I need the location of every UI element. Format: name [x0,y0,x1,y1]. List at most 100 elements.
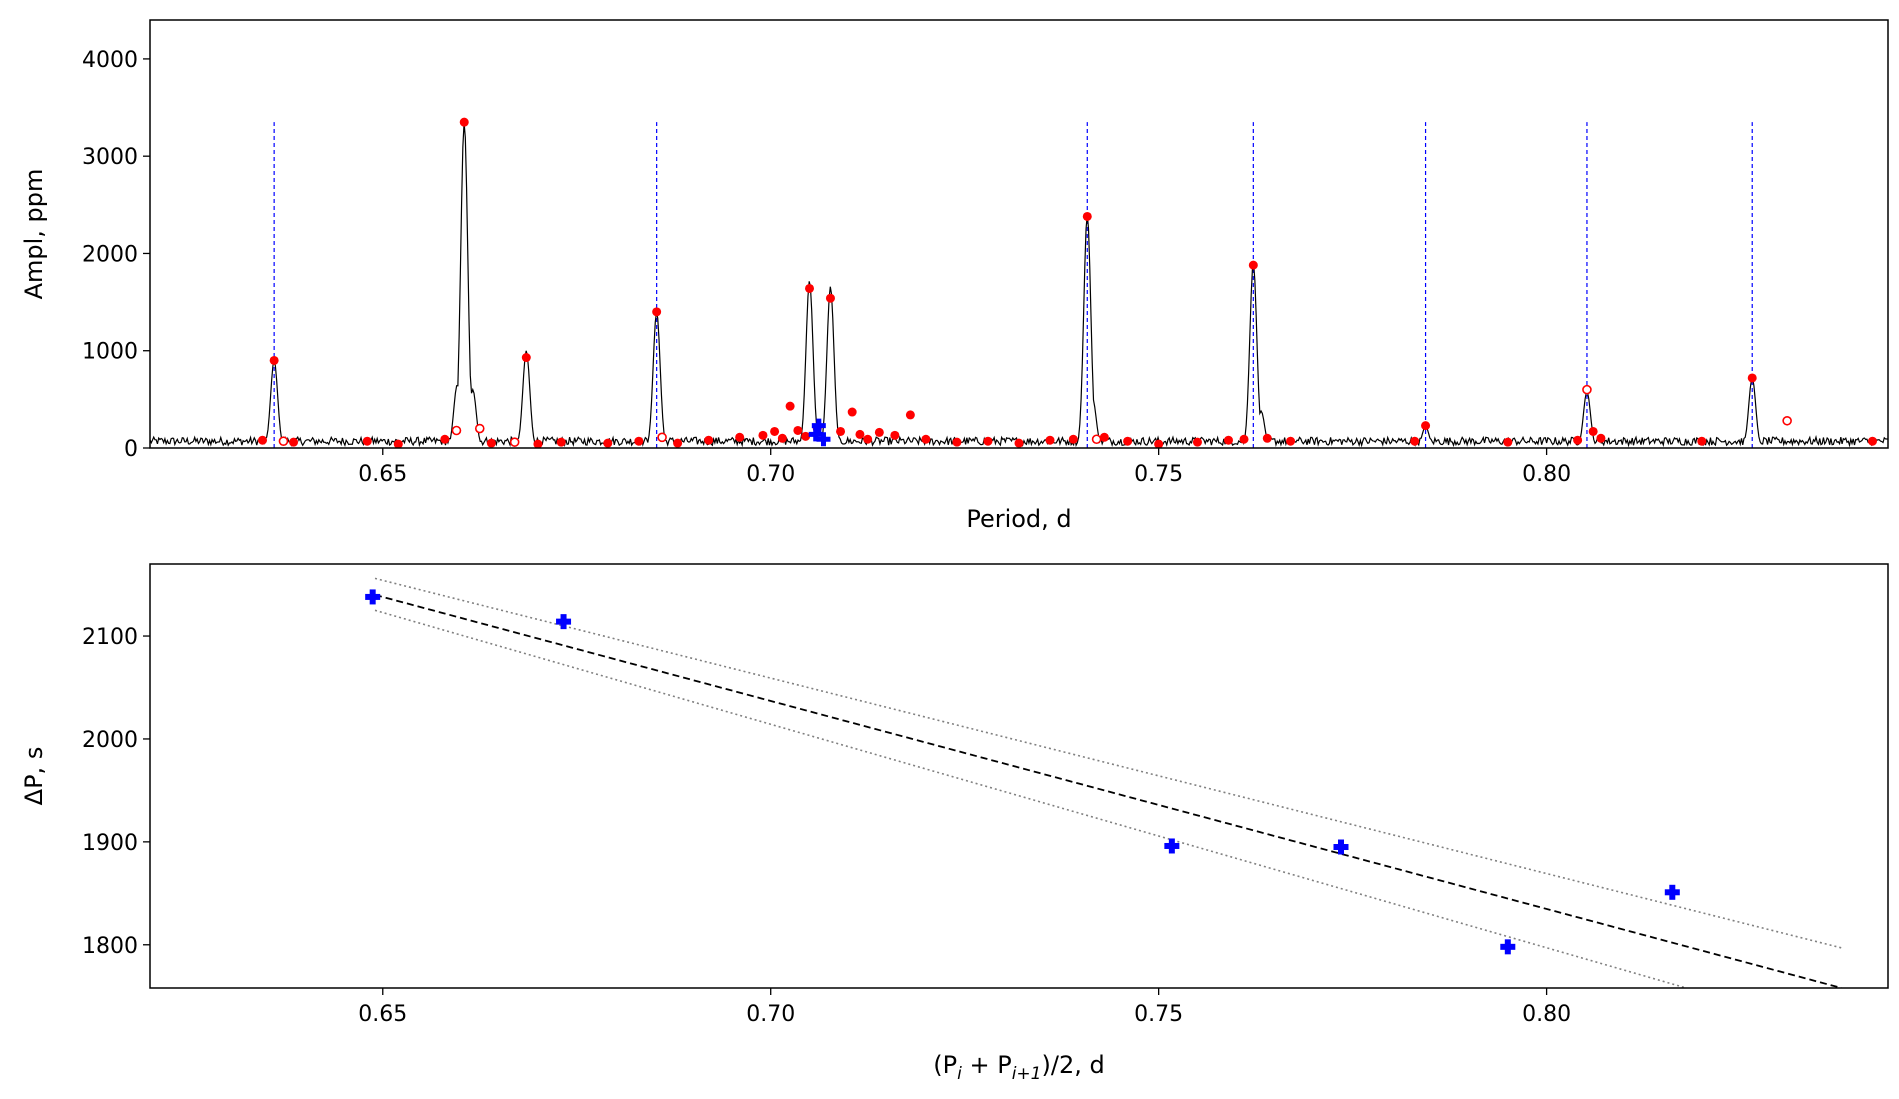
fit-line [374,594,1842,988]
detected-peak [855,429,865,439]
detected-peak [673,438,683,448]
top-ytick-label: 0 [124,437,138,462]
top-xtick-label: 0.65 [358,462,407,487]
top-xlabel: Period, d [966,505,1071,533]
detected-peak-open [474,423,485,434]
bottom-xlabel-plus: + P [962,1051,1012,1079]
detected-peak-open [451,425,462,436]
detected-peak [836,426,846,436]
bottom-axes-frame [149,563,1889,989]
detected-peak [1262,433,1272,443]
detected-peak [825,293,835,303]
period-spacing-point [365,589,381,605]
detected-peak [603,438,613,448]
detected-peak-open [1091,434,1102,445]
bottom-xtick-label: 0.75 [1134,1002,1183,1027]
detected-peak [1596,433,1606,443]
detected-peak [1747,373,1757,383]
detected-peak [1286,436,1296,446]
period-spacing-point [1664,884,1680,900]
detected-peak [890,430,900,440]
detected-peak [1239,434,1249,444]
detected-peak [1154,439,1164,448]
bottom-ytick-label: 1900 [82,831,138,856]
top-xtick-label: 0.75 [1134,462,1183,487]
selected-peak-marker [808,427,823,442]
detected-peak [1082,211,1092,221]
top-ytick-label: 4000 [82,48,138,73]
detected-peak [1410,436,1420,446]
detected-peak [289,437,299,447]
detected-peak [393,439,403,448]
bottom-ytick-label: 2100 [82,625,138,650]
detected-peak [652,307,662,317]
detected-peak-open [509,437,520,447]
top-ytick-label: 1000 [82,340,138,365]
detected-peak [440,434,450,444]
detected-peak [785,401,795,411]
period-spacing-point [556,614,572,630]
period-spacing-point [1164,838,1180,854]
detected-peak-open [1582,384,1592,395]
amplitude-spectrum [150,122,1888,448]
bottom-xlabel: (Pi + Pi+1)/2, d [933,1051,1104,1084]
top-panel: 0.65 0.70 0.75 0.80 0 1000 2000 3000 4000 Perio… [20,19,1889,533]
period-spacing-point [1333,839,1349,855]
top-xtick-label: 0.80 [1522,462,1571,487]
detected-peak [1014,438,1024,448]
detected-peak [521,353,531,363]
detected-peak [874,427,884,437]
detected-peak-open [657,432,667,443]
detected-peak [952,437,962,447]
bottom-xlabel-sub2: i+1 [1012,1064,1042,1084]
detected-peak [459,117,469,127]
bottom-ylabel: ΔP, s [20,747,48,806]
detected-peak [486,438,496,448]
detected-peak [533,439,543,448]
detected-peak-open [278,436,289,446]
detected-peak [1588,426,1598,436]
detected-peak [1867,436,1877,446]
lower-bound-line [374,609,1687,988]
detected-peak [905,410,915,420]
detected-peak [801,431,811,441]
bottom-xlabel-sub1: i [957,1064,962,1084]
detected-peak [362,436,372,446]
detected-peak [1045,435,1055,445]
period-spacing-point [1500,939,1516,955]
detected-peak [1248,260,1258,270]
detected-peak [777,433,787,443]
detected-peak [1573,435,1583,445]
detected-peak [770,426,780,436]
bottom-ytick-label: 2000 [82,728,138,753]
detected-peak [1192,437,1202,447]
detected-peak [793,425,803,435]
detected-peak [847,407,857,417]
detected-peak [1123,436,1133,446]
bottom-ytick-label: 1800 [82,934,138,959]
detected-peak [921,434,931,444]
top-xtick-label: 0.70 [746,462,795,487]
top-ytick-label: 3000 [82,145,138,170]
detected-peak [758,430,768,440]
detected-peak [704,435,714,445]
detected-peak [556,437,566,447]
detected-peak [1421,421,1431,431]
detected-peak [805,283,815,293]
detected-peak [634,436,644,446]
bottom-xtick-label: 0.70 [746,1002,795,1027]
upper-bound-line [374,577,1842,949]
bottom-xtick-label: 0.65 [358,1002,407,1027]
bottom-xlabel-tail: )/2, d [1042,1051,1105,1079]
top-ytick-label: 2000 [82,242,138,267]
detected-peak [1068,434,1078,444]
top-axes-frame [149,19,1889,449]
bottom-xlabel-main: (P [933,1051,957,1079]
bottom-panel: 0.65 0.70 0.75 0.80 1800 1900 2000 2100 (Pi + … [20,563,1889,1084]
detected-peak [1697,436,1707,446]
bottom-xtick-label: 0.80 [1522,1002,1571,1027]
detected-peak [863,434,873,444]
detected-peak-open [1782,415,1792,426]
detected-peak [269,355,279,365]
